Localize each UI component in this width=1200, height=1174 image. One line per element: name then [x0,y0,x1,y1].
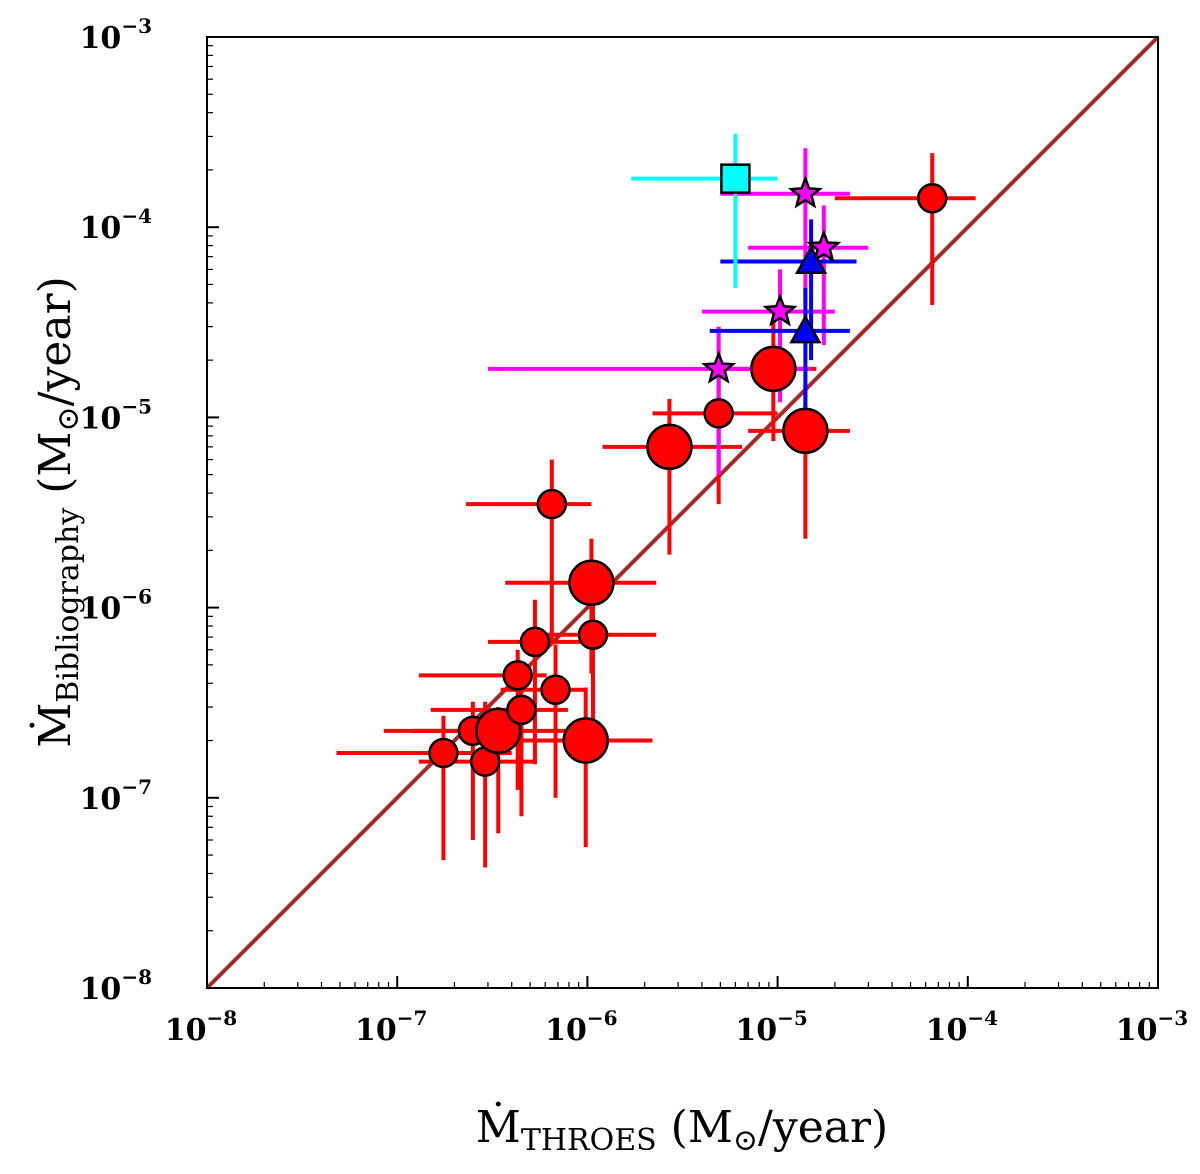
triangle-marker [789,314,822,344]
y-tick-label: 10−8 [80,965,152,1007]
x-tick-label: 10−3 [1116,1006,1188,1048]
circle-marker [568,559,615,607]
x-tick-labels: 10−8 10−7 10−6 10−5 10−4 10−3 [165,1006,1188,1048]
circle-marker [562,717,609,764]
circle-marker [703,398,734,429]
y-tick-label: 10−6 [80,585,152,627]
y-tick-label: 10−5 [80,394,152,436]
x-tick-label: 10−8 [165,1006,237,1048]
y-tick-label: 10−7 [80,775,152,817]
circle-marker [536,488,568,520]
circle-marker [782,407,829,455]
circle-marker [428,737,459,769]
circle-marker [577,619,609,650]
circle-marker [750,345,797,393]
triangle-marker [794,244,828,274]
major-ticks [206,36,1159,989]
star-marker [701,350,737,384]
one-to-one-line [205,35,1160,990]
circle-marker [519,626,551,658]
circle-marker [916,182,948,214]
y-tick-labels: 10−8 10−7 10−6 10−5 10−4 10−3 [80,14,153,1007]
x-tick-label: 10−7 [355,1006,427,1048]
x-tick-label: 10−6 [545,1006,617,1048]
star-marker [762,293,798,327]
x-tick-label: 10−5 [735,1006,807,1048]
y-tick-label: 10−3 [80,14,152,56]
data-markers [428,163,948,777]
circle-marker [506,694,537,726]
star-marker [787,175,823,209]
plot-frame [206,36,1159,989]
circle-marker [540,674,571,705]
x-tick-label: 10−4 [926,1006,999,1048]
x-axis-label: ṀTHROES (M⊙/year) [476,1100,888,1158]
circle-marker [646,423,693,471]
square-marker [720,163,751,194]
star-marker [806,229,842,263]
y-tick-label: 10−4 [80,204,153,246]
y-axis-label: ṀBibliography (M⊙/year) [28,276,86,748]
circle-marker [475,707,522,755]
circle-marker [502,660,533,691]
